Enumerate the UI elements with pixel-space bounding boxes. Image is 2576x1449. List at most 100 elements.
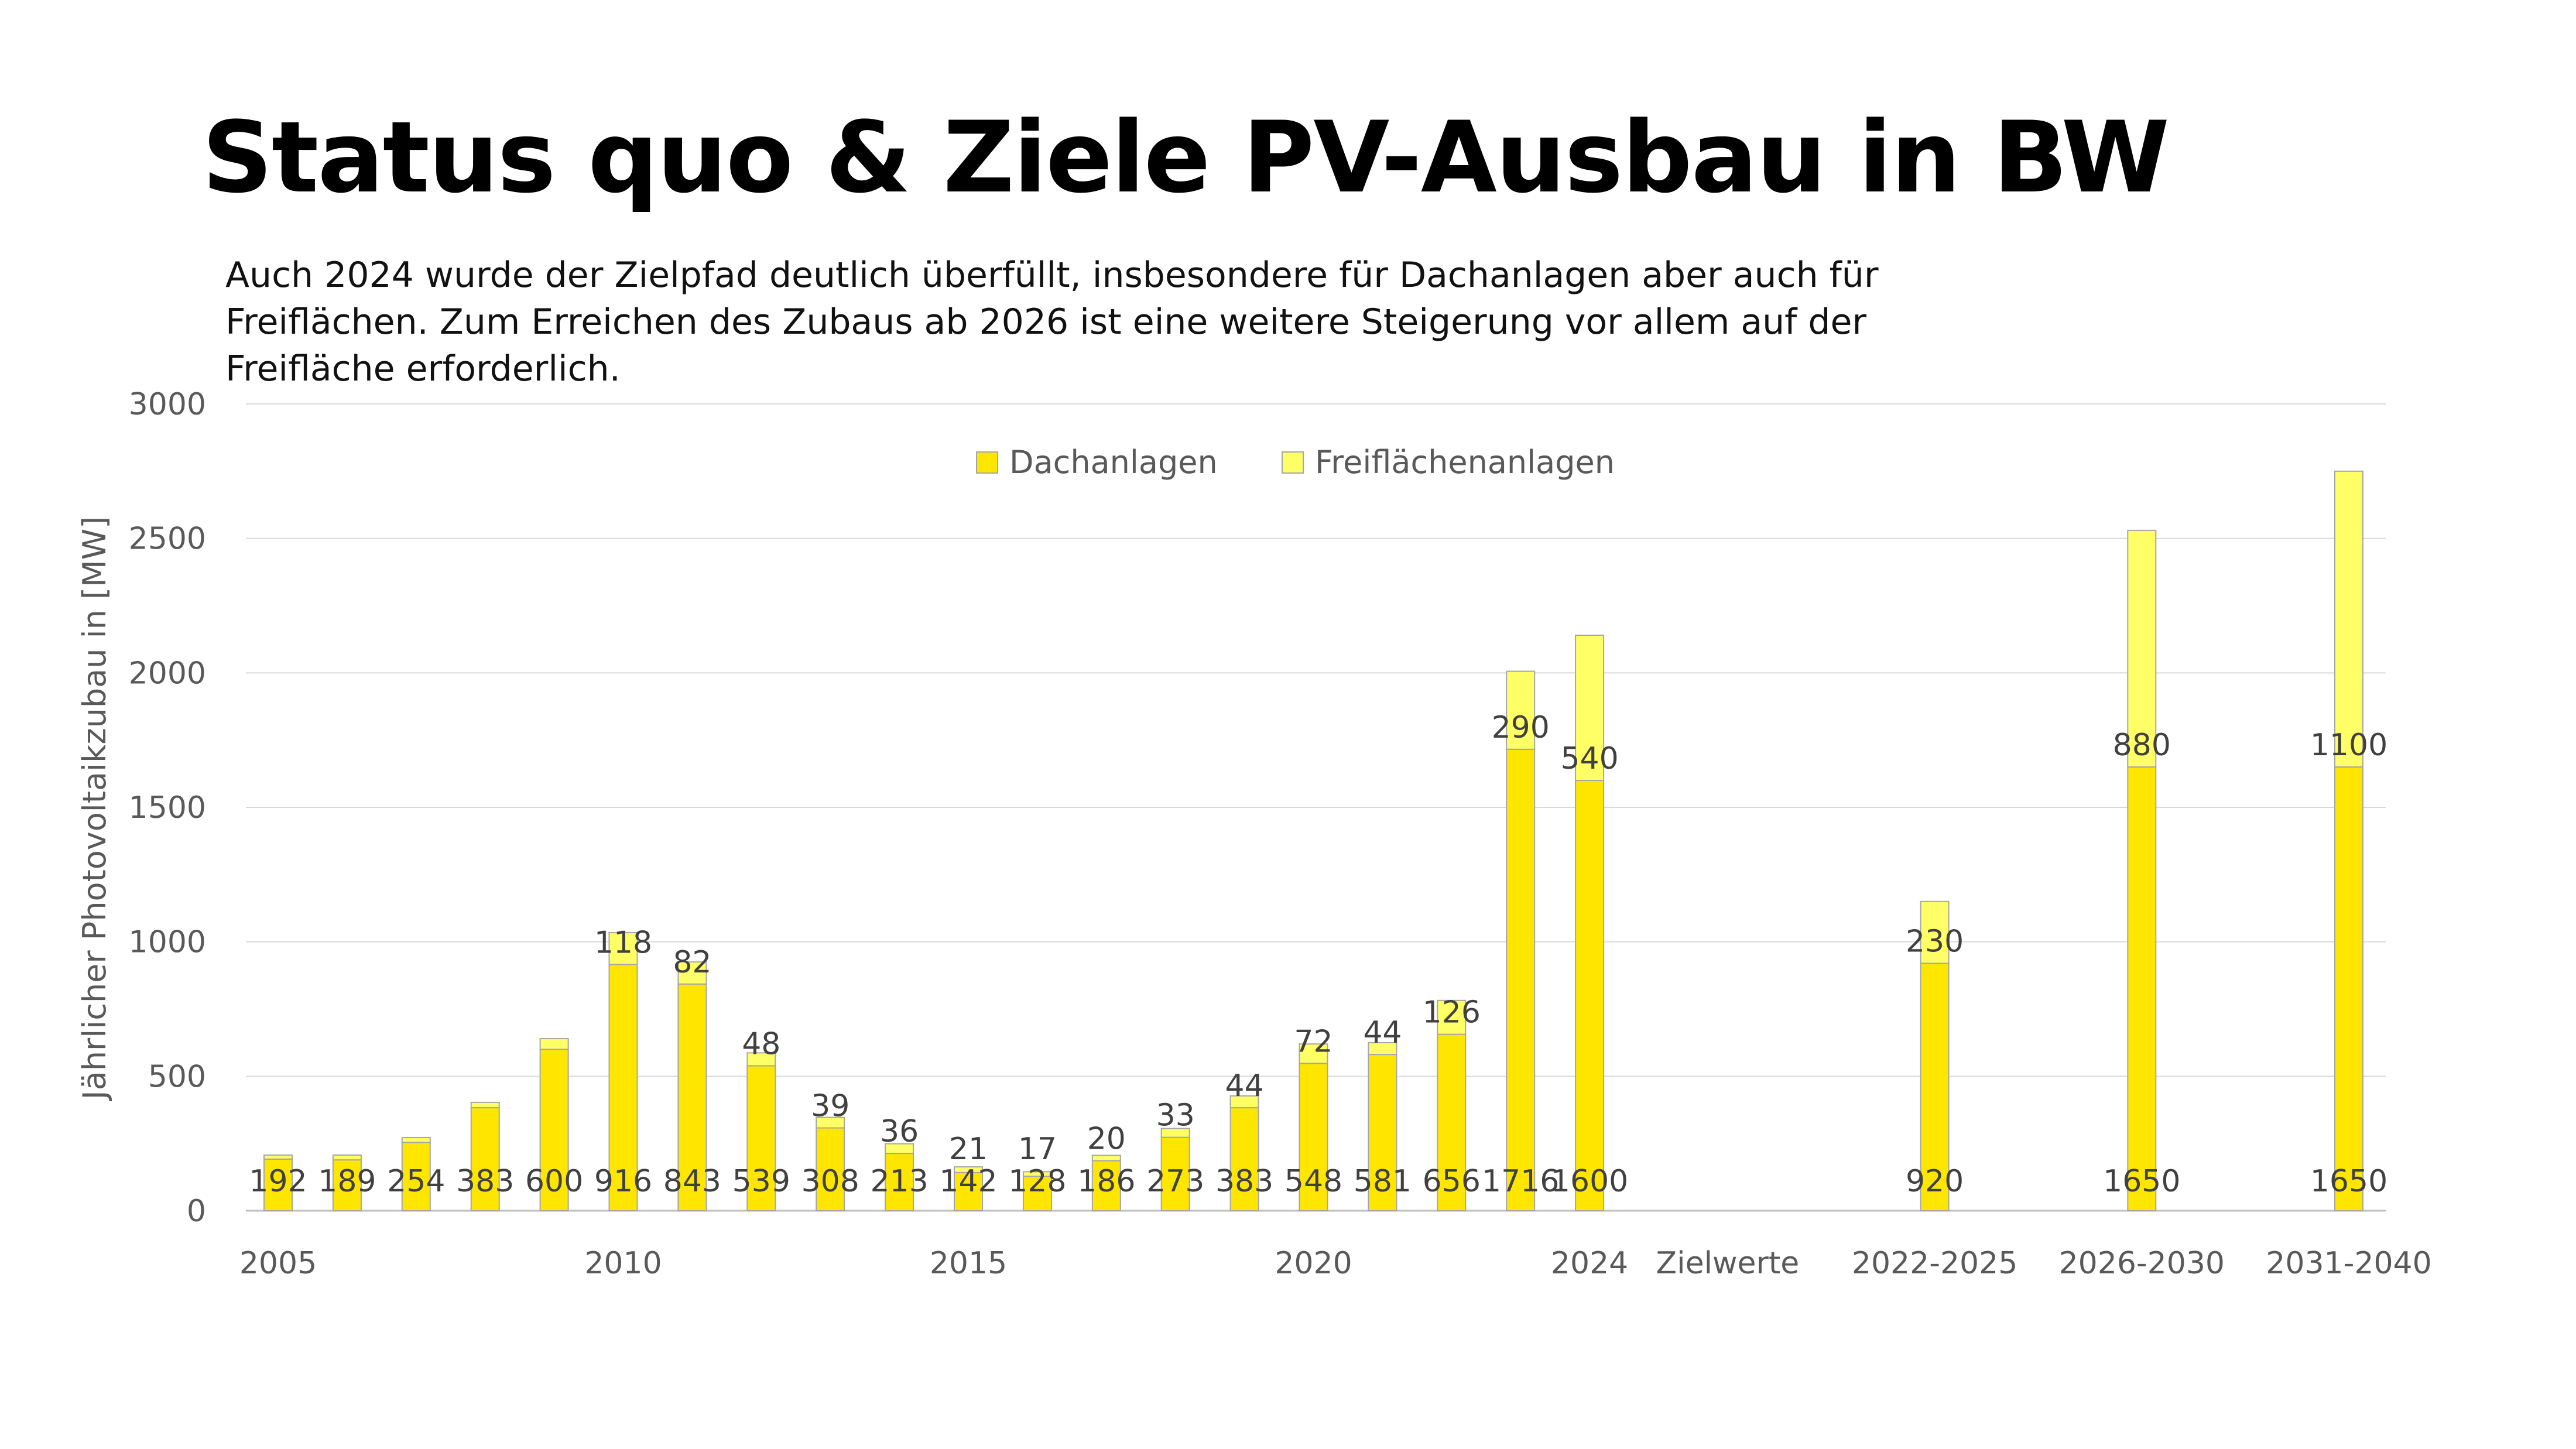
data-label-frei: 33: [1156, 1098, 1195, 1133]
y-tick-label: 3000: [129, 387, 206, 422]
data-label-dach: 920: [1906, 1164, 1964, 1199]
label-layer: 192 189 254 383 600 9161188438253948308392133…: [249, 710, 2387, 1199]
legend-item-dachanlagen-label: Dachanlagen: [1009, 444, 1218, 481]
data-label-dach: 186: [1077, 1164, 1135, 1199]
bar-dachanlagen: [2334, 766, 2363, 1211]
bar-freiflaechenanlagen: [1575, 635, 1605, 782]
data-label-frei: 72: [1294, 1024, 1332, 1059]
bar-freiflaechenanlagen: [885, 1143, 914, 1155]
bar-dachanlagen: [1506, 748, 1536, 1212]
data-label-frei: 17: [1018, 1132, 1057, 1167]
data-label-dach: 916: [594, 1164, 652, 1199]
bar-freiflaechenanlagen: [1299, 1043, 1328, 1064]
data-label-dach: 189: [318, 1164, 376, 1199]
bar-freiflaechenanlagen: [1920, 900, 1950, 964]
data-label-frei: 540: [1560, 741, 1618, 776]
bar-freiflaechenanlagen: [1160, 1128, 1190, 1138]
bar-freiflaechenanlagen: [470, 1101, 500, 1109]
x-tick-label: 2010: [584, 1246, 662, 1281]
bar-freiflaechenanlagen: [954, 1166, 983, 1173]
bar-dachanlagen: [1575, 780, 1605, 1211]
data-label-dach: 383: [1215, 1164, 1273, 1199]
data-label-frei: 118: [594, 925, 652, 960]
axis-layer: 0 500 1000 1500 2000 2500 3000 Jährlicher Photo…: [76, 387, 2432, 1281]
data-label-dach: 1650: [2310, 1164, 2387, 1199]
x-tick-label: 2005: [239, 1246, 317, 1281]
data-label-frei: 20: [1087, 1122, 1126, 1157]
bar-freiflaechenanlagen: [332, 1154, 362, 1161]
data-label-frei: 39: [811, 1089, 849, 1124]
y-tick-label: 1500: [129, 790, 206, 825]
bar-dachanlagen: [1160, 1136, 1190, 1212]
x-tick-label: 2026-2030: [2059, 1246, 2225, 1281]
data-label-frei: 44: [1363, 1015, 1402, 1050]
data-label-frei: 48: [742, 1026, 780, 1061]
data-label-dach: 213: [870, 1164, 928, 1199]
bar-dachanlagen: [746, 1065, 776, 1211]
page-title: Status quo & Ziele PV-Ausbau in BW: [202, 100, 2170, 215]
data-label-frei: 880: [2113, 728, 2171, 763]
bar-freiflaechenanlagen: [401, 1137, 431, 1143]
legend-item-freiflaechenanlagen-label: Freiflächenanlagen: [1315, 444, 1615, 481]
data-label-frei: 290: [1492, 710, 1550, 745]
legend-item-dachanlagen-swatch: [976, 451, 998, 474]
y-tick-label: 1000: [129, 925, 206, 960]
bar-dachanlagen: [401, 1142, 431, 1212]
bar-dachanlagen: [885, 1153, 914, 1211]
x-tick-label: 2020: [1275, 1246, 1352, 1281]
data-label-dach: 1650: [2103, 1164, 2180, 1199]
y-tick-label: 2500: [129, 522, 206, 557]
x-tick-label: 2022-2025: [1852, 1246, 2017, 1281]
data-label-dach: 308: [801, 1164, 859, 1199]
bar-freiflaechenanlagen: [1368, 1042, 1397, 1056]
bar-dachanlagen: [1920, 962, 1950, 1211]
bar-freiflaechenanlagen: [2334, 470, 2363, 768]
data-label-frei: 82: [673, 945, 711, 980]
x-tick-label: Zielwerte: [1656, 1246, 1800, 1281]
bar-freiflaechenanlagen: [539, 1038, 569, 1050]
data-label-frei: 36: [880, 1114, 919, 1149]
bar-freiflaechenanlagen: [263, 1154, 293, 1160]
y-tick-label: 500: [148, 1059, 206, 1094]
bar-freiflaechenanlagen: [2127, 529, 2157, 768]
bar-freiflaechenanlagen: [608, 932, 638, 965]
bar-freiflaechenanlagen: [1437, 999, 1467, 1035]
intro-text: Auch 2024 wurde der Zielpfad deutlich üb…: [225, 255, 1879, 389]
bar-layer: [263, 470, 2363, 1212]
x-tick-label: 2031-2040: [2266, 1246, 2431, 1281]
data-label-dach: 142: [939, 1164, 997, 1199]
bar-freiflaechenanlagen: [746, 1052, 776, 1067]
data-label-dach: 128: [1008, 1164, 1066, 1199]
bar-dachanlagen: [1368, 1054, 1397, 1211]
x-tick-label: 2024: [1551, 1246, 1628, 1281]
bar-dachanlagen: [954, 1171, 983, 1211]
bar-freiflaechenanlagen: [1091, 1155, 1121, 1162]
bar-dachanlagen: [539, 1049, 569, 1212]
bar-freiflaechenanlagen: [677, 961, 707, 985]
data-label-dach: 1716: [1482, 1164, 1559, 1199]
data-label-dach: 843: [663, 1164, 721, 1199]
data-label-dach: 539: [732, 1164, 790, 1199]
bar-freiflaechenanlagen: [1506, 670, 1536, 750]
bar-dachanlagen: [1229, 1107, 1259, 1211]
y-tick-label: 0: [187, 1194, 206, 1229]
x-tick-label: 2015: [930, 1246, 1007, 1281]
legend: Dachanlagen Freiflächenanlagen: [976, 444, 1615, 481]
data-label-frei: 230: [1906, 924, 1964, 959]
data-label-dach: 383: [456, 1164, 514, 1199]
bar-dachanlagen: [1299, 1063, 1328, 1211]
y-tick-label: 2000: [129, 656, 206, 691]
data-label-dach: 1600: [1551, 1164, 1628, 1199]
data-label-dach: 254: [387, 1164, 445, 1199]
data-label-dach: 548: [1284, 1164, 1342, 1199]
data-label-dach: 656: [1423, 1164, 1481, 1199]
data-label-frei: 21: [949, 1132, 988, 1167]
bar-dachanlagen: [677, 983, 707, 1211]
bar-freiflaechenanlagen: [816, 1116, 845, 1129]
bar-freiflaechenanlagen: [1022, 1171, 1052, 1177]
data-label-frei: 44: [1225, 1068, 1264, 1104]
bar-freiflaechenanlagen: [1229, 1095, 1259, 1109]
data-label-dach: 192: [249, 1164, 307, 1199]
bar-dachanlagen: [816, 1127, 845, 1212]
